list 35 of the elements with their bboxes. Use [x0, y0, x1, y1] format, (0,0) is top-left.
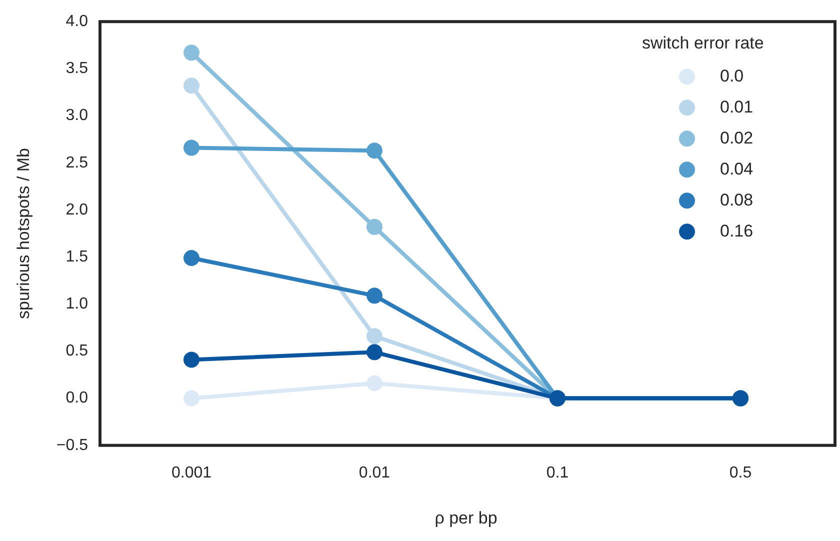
legend-title: switch error rate [642, 33, 764, 52]
point [366, 328, 382, 344]
x-tick-label: 0.01 [358, 464, 390, 482]
point [183, 352, 200, 368]
point [366, 218, 382, 235]
y-tick-label: 3.0 [66, 107, 88, 124]
y-tick-label: 0.0 [66, 390, 88, 407]
point [183, 390, 200, 406]
y-tick-label: 3.5 [66, 60, 88, 78]
legend-label: 0.02 [720, 128, 754, 148]
y-tick-label: 1.0 [66, 296, 88, 313]
point [183, 140, 200, 156]
y-tick-label: 0.5 [66, 342, 88, 360]
y-tick-label: 2.5 [66, 154, 88, 172]
legend-label: 0.08 [720, 190, 754, 210]
legend-label: 0.01 [720, 97, 754, 116]
y-axis-title: spurious hotspots / Mb [14, 148, 33, 320]
y-tick-label: 1.5 [66, 248, 88, 266]
x-axis-title: ρ per bp [434, 508, 498, 528]
point [183, 250, 200, 266]
point [366, 344, 382, 360]
point [366, 142, 382, 159]
legend-label: 0.04 [720, 159, 754, 178]
y-tick-label: −0.5 [56, 436, 88, 454]
point [183, 78, 200, 94]
y-tick-label: 2.0 [66, 201, 88, 218]
legend-label: 0.0 [720, 66, 744, 86]
x-tick-label: 0.1 [546, 464, 569, 482]
point [366, 288, 382, 304]
y-tick-label: 4.0 [66, 13, 88, 30]
point [183, 44, 200, 61]
point [366, 375, 382, 392]
x-tick-label: 0.5 [729, 464, 752, 482]
legend-label: 0.16 [720, 221, 754, 240]
x-tick-label: 0.001 [171, 464, 212, 482]
